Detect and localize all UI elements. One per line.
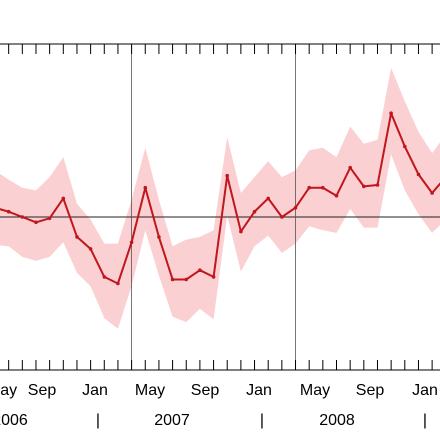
data-point bbox=[47, 216, 52, 221]
data-point bbox=[102, 275, 107, 279]
data-point bbox=[184, 277, 188, 282]
year-label: 2007 bbox=[154, 412, 190, 429]
year-separator: | bbox=[423, 412, 427, 429]
x-tick-label: Sep bbox=[356, 382, 385, 399]
data-point bbox=[157, 235, 161, 239]
data-point bbox=[348, 165, 353, 170]
data-point bbox=[403, 144, 407, 149]
confidence-band bbox=[0, 68, 440, 329]
year-separator: | bbox=[96, 412, 100, 429]
series-line bbox=[0, 112, 440, 285]
x-tick-label: Jan bbox=[246, 382, 272, 399]
year-label: 2006 bbox=[0, 412, 28, 429]
x-tick-label: Jan bbox=[82, 382, 108, 399]
year-separator: | bbox=[260, 412, 264, 429]
axis-label-layer: May Sep Jan May Sep Jan May Sep Jan 2006 2007 2008 |… bbox=[0, 382, 438, 429]
data-point bbox=[20, 215, 25, 219]
data-point bbox=[34, 220, 38, 225]
data-point bbox=[321, 185, 325, 190]
data-point bbox=[129, 240, 134, 245]
data-point bbox=[293, 205, 298, 210]
data-point bbox=[362, 184, 366, 189]
data-point bbox=[430, 191, 434, 195]
data-point bbox=[211, 275, 216, 279]
data-point bbox=[239, 229, 243, 234]
data-point bbox=[389, 111, 393, 115]
data-point bbox=[170, 277, 175, 282]
x-tick-label: May bbox=[0, 382, 17, 399]
data-point bbox=[116, 281, 120, 286]
x-tick-label: May bbox=[300, 382, 330, 399]
x-tick-label: May bbox=[135, 382, 165, 399]
x-tick-label: Jan bbox=[412, 382, 438, 399]
data-point bbox=[198, 268, 202, 273]
data-point bbox=[307, 185, 312, 190]
x-tick-label: Sep bbox=[191, 382, 220, 399]
data-point bbox=[375, 183, 380, 187]
data-point bbox=[143, 185, 148, 190]
data-point bbox=[334, 193, 339, 198]
x-tick-label: Sep bbox=[28, 382, 57, 399]
data-point bbox=[75, 235, 79, 239]
data-point bbox=[266, 196, 271, 201]
data-point bbox=[416, 172, 421, 177]
data-point bbox=[280, 215, 284, 219]
confidence-band-layer bbox=[0, 68, 440, 329]
data-point bbox=[88, 247, 93, 251]
data-point bbox=[252, 209, 257, 214]
data-point bbox=[225, 173, 229, 178]
year-label: 2008 bbox=[319, 412, 355, 429]
data-point bbox=[6, 209, 11, 214]
data-point bbox=[61, 196, 66, 201]
series-line-layer bbox=[0, 111, 440, 286]
